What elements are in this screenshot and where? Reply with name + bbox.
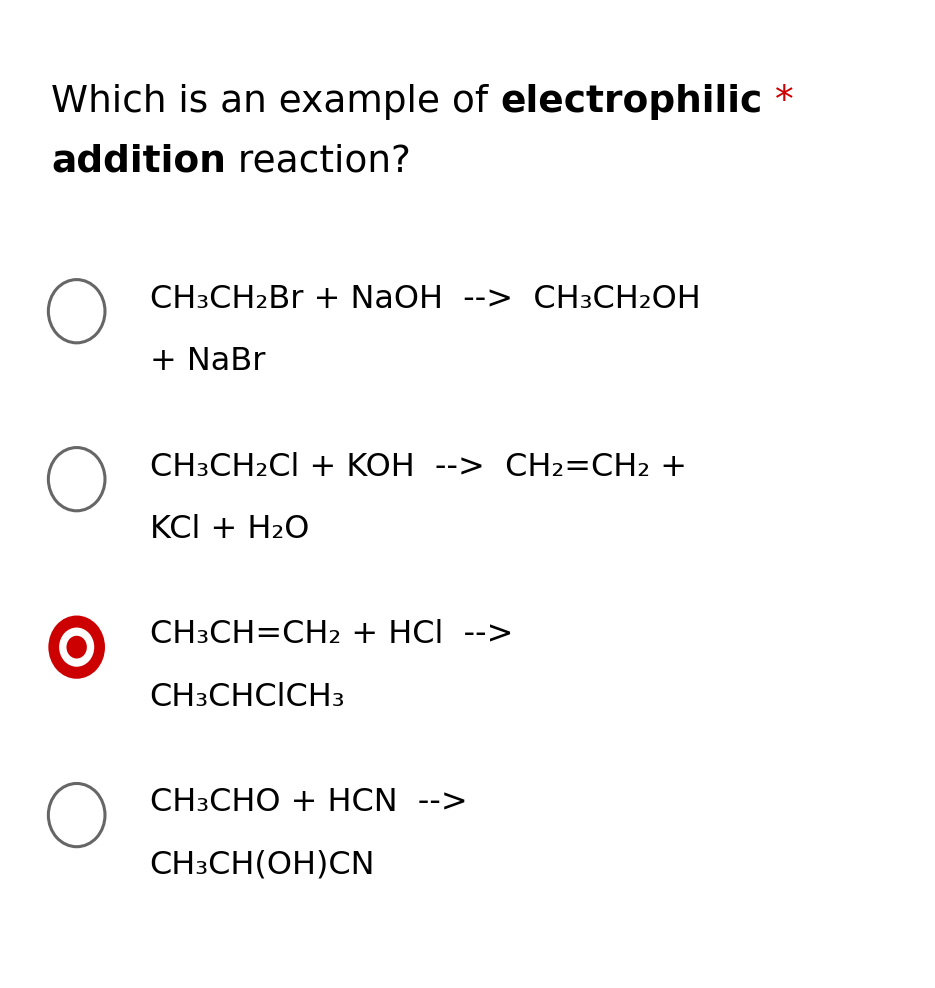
- Text: CH₃CH(OH)CN: CH₃CH(OH)CN: [150, 850, 375, 880]
- Ellipse shape: [49, 783, 105, 847]
- Text: CH₃CHO + HCN  -->: CH₃CHO + HCN -->: [150, 787, 468, 818]
- Text: KCl + H₂O: KCl + H₂O: [150, 514, 309, 544]
- Ellipse shape: [49, 280, 105, 343]
- Text: CH₃CH₂Br + NaOH  -->  CH₃CH₂OH: CH₃CH₂Br + NaOH --> CH₃CH₂OH: [150, 284, 700, 314]
- Text: CH₃CH₂Cl + KOH  -->  CH₂=CH₂ +: CH₃CH₂Cl + KOH --> CH₂=CH₂ +: [150, 452, 686, 482]
- Ellipse shape: [49, 448, 105, 511]
- Text: CH₃CH=CH₂ + HCl  -->: CH₃CH=CH₂ + HCl -->: [150, 619, 513, 650]
- Text: reaction?: reaction?: [226, 143, 411, 179]
- Text: + NaBr: + NaBr: [150, 346, 266, 376]
- Text: addition: addition: [51, 143, 226, 179]
- Ellipse shape: [49, 616, 105, 679]
- Ellipse shape: [66, 635, 87, 659]
- Text: Which is an example of: Which is an example of: [51, 84, 500, 120]
- Ellipse shape: [59, 627, 94, 667]
- Text: electrophilic: electrophilic: [500, 84, 763, 120]
- Text: CH₃CHClCH₃: CH₃CHClCH₃: [150, 682, 345, 712]
- Text: *: *: [763, 84, 794, 120]
